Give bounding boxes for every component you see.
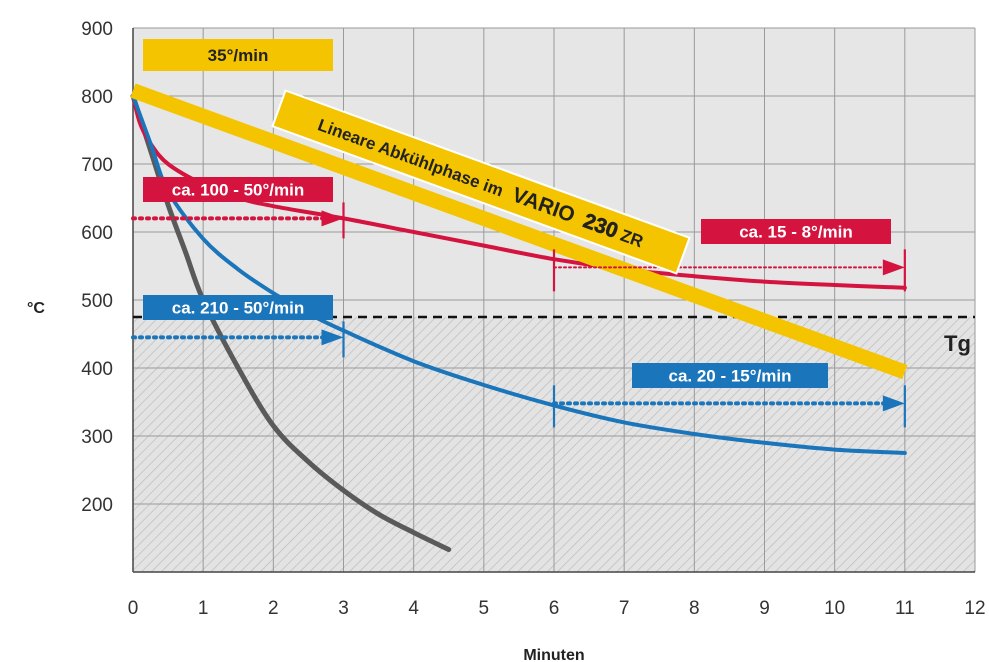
series-red-curve xyxy=(131,94,907,290)
svg-text:ca. 100 - 50°/min: ca. 100 - 50°/min xyxy=(172,181,304,200)
x-tick-label: 3 xyxy=(338,598,349,619)
series-linear-cooling xyxy=(130,83,908,380)
x-tick-label: 8 xyxy=(689,598,700,619)
y-tick-label: 400 xyxy=(81,359,113,380)
rate-arrows xyxy=(131,202,906,428)
series-lines xyxy=(130,83,908,553)
svg-text:ca. 210 - 50°/min: ca. 210 - 50°/min xyxy=(172,299,304,318)
annotation-red-early: ca. 100 - 50°/min xyxy=(143,177,333,202)
blue-late-arrow-head xyxy=(882,395,905,412)
blue-early-arrow-head xyxy=(321,329,344,346)
annotation-35-per-min: 35°/min xyxy=(143,39,333,71)
series-gray-curve xyxy=(130,93,452,553)
y-tick-label: 900 xyxy=(81,19,113,40)
y-tick-labels: 200 300 400 500 600 700 800 900 xyxy=(81,19,113,516)
x-tick-label: 4 xyxy=(408,598,419,619)
y-tick-label: 500 xyxy=(81,291,113,312)
x-tick-label: 6 xyxy=(549,598,560,619)
x-tick-label: 0 xyxy=(128,598,139,619)
y-tick-label: 600 xyxy=(81,223,113,244)
x-axis-title: Minuten xyxy=(523,647,584,662)
x-tick-label: 12 xyxy=(964,598,985,619)
y-tick-label: 200 xyxy=(81,495,113,516)
x-tick-label: 2 xyxy=(268,598,279,619)
tg-label: Tg xyxy=(944,331,971,356)
x-tick-label: 11 xyxy=(895,598,915,619)
annotation-blue-late: ca. 20 - 15°/min xyxy=(632,363,828,388)
x-tick-labels: 0 1 2 3 4 5 6 7 8 9 10 11 12 xyxy=(128,598,986,619)
red-late-arrow-head xyxy=(882,259,905,276)
y-tick-label: 700 xyxy=(81,155,113,176)
y-axis-title: °C xyxy=(27,300,45,317)
x-tick-label: 7 xyxy=(619,598,630,619)
svg-text:ca. 20 - 15°/min: ca. 20 - 15°/min xyxy=(668,367,791,386)
x-tick-label: 5 xyxy=(479,598,490,619)
series-blue-curve xyxy=(131,94,907,455)
y-tick-label: 300 xyxy=(81,427,113,448)
red-early-arrow-head xyxy=(321,210,344,227)
annotation-blue-early: ca. 210 - 50°/min xyxy=(143,295,333,320)
annotation-red-late: ca. 15 - 8°/min xyxy=(701,219,891,244)
x-tick-label: 1 xyxy=(198,598,209,619)
axes xyxy=(132,28,975,573)
svg-text:35°/min: 35°/min xyxy=(208,46,269,65)
x-tick-label: 10 xyxy=(824,598,845,619)
grid-lines xyxy=(132,27,976,573)
y-tick-label: 800 xyxy=(81,87,113,108)
x-tick-label: 9 xyxy=(759,598,770,619)
svg-text:ca. 15 - 8°/min: ca. 15 - 8°/min xyxy=(739,223,853,242)
